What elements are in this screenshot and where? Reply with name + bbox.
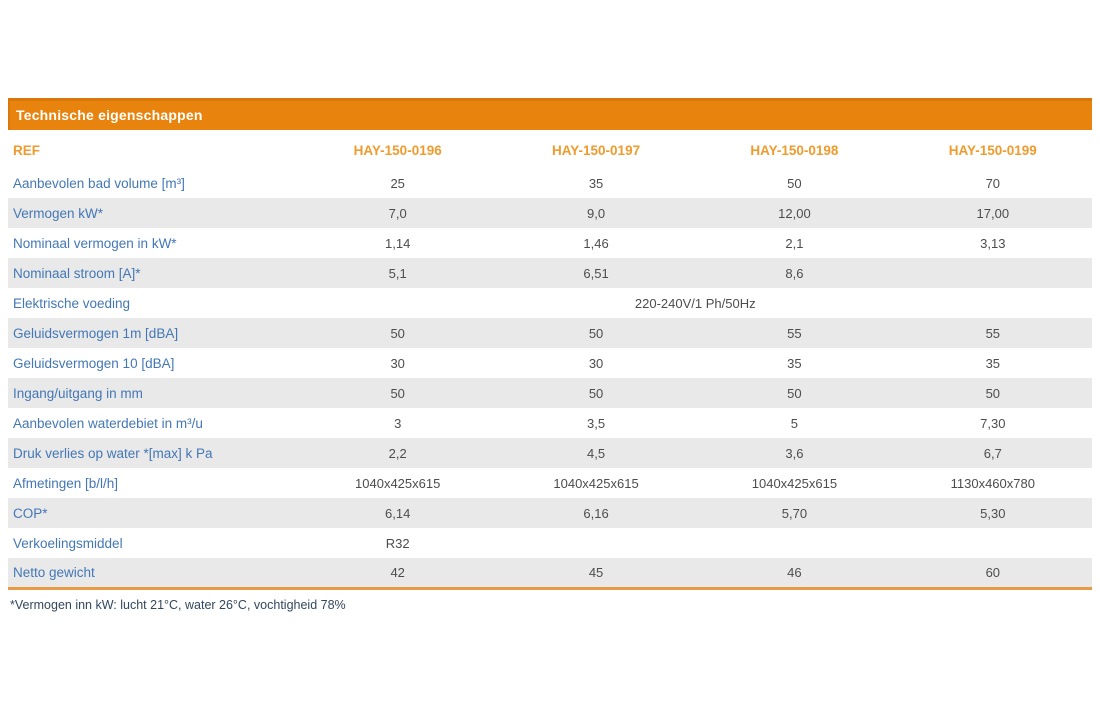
row-value: 42 [390,564,405,580]
row-value: 2,2 [388,445,407,461]
table-header-row: REF HAY-150-0196 HAY-150-0197 HAY-150-01… [8,132,1092,168]
row-value: 60 [985,564,1001,580]
row-label: Aanbevolen waterdebiet in m³/u [13,415,203,431]
row-label: COP* [13,505,48,521]
row-value: 30 [390,355,405,371]
row-value: 50 [588,385,604,401]
table-row: Nominaal stroom [A]* 5,1 6,51 8,6 [8,258,1092,288]
row-label: Nominaal stroom [A]* [13,265,141,281]
table-row: Geluidsvermogen 10 [dBA] 30 30 35 35 [8,348,1092,378]
row-value: 5,30 [980,505,1006,521]
row-value: 7,0 [388,205,407,221]
spec-table-body: Aanbevolen bad volume [m³] 25 35 50 70 Vermog… [8,168,1092,588]
row-value: 35 [787,355,802,371]
row-value: 3 [394,415,402,431]
row-value: 4,5 [587,445,606,461]
table-row: Aanbevolen bad volume [m³] 25 35 50 70 [8,168,1092,198]
row-value: 70 [985,175,1001,191]
row-value [497,528,695,558]
row-label: Afmetingen [b/l/h] [13,475,119,491]
row-label: Netto gewicht [13,564,95,580]
row-value: 6,14 [385,505,411,521]
row-value [695,528,893,558]
row-value: 9,0 [587,205,606,221]
row-value: 1040x425x615 [355,475,441,491]
product-column-header-0196: HAY-150-0196 [353,142,442,158]
row-label: Geluidsvermogen 10 [dBA] [13,355,175,371]
row-value: 50 [390,385,405,401]
row-value: 55 [787,325,802,341]
row-label: Geluidsvermogen 1m [dBA] [13,325,179,341]
table-row: Afmetingen [b/l/h] 1040x425x615 1040x425x6… [8,468,1092,498]
row-value: 50 [985,385,1001,401]
row-value: 5,1 [388,265,407,281]
row-value: 6,7 [983,445,1002,461]
spec-table-area: Technische eigenschappen REF HAY-150-019… [8,98,1092,612]
footnote: *Vermogen inn kW: lucht 21°C, water 26°C… [10,597,346,612]
row-label: Verkoelingsmiddel [13,535,123,551]
row-value: 1,14 [385,235,411,251]
row-value: 50 [787,385,802,401]
row-value: 1130x460x780 [950,475,1035,491]
row-value: 3,13 [980,235,1006,251]
row-value: 3,5 [587,415,606,431]
row-value: 1040x425x615 [553,475,639,491]
row-value: 50 [390,325,405,341]
row-value: 1,46 [583,235,609,251]
row-value: 46 [787,564,802,580]
table-row: Verkoelingsmiddel R32 [8,528,1092,558]
ref-header: REF [13,142,40,158]
product-column-header-0199: HAY-150-0199 [948,142,1037,158]
table-title: Technische eigenschappen [16,107,203,123]
row-label: Ingang/uitgang in mm [13,385,143,401]
row-value: 25 [390,175,405,191]
row-value: 12,00 [778,205,811,221]
row-value: 7,30 [980,415,1006,431]
row-value: 3,6 [785,445,804,461]
table-row: Geluidsvermogen 1m [dBA] 50 50 55 55 [8,318,1092,348]
table-row: Nominaal vermogen in kW* 1,14 1,46 2,1 3,13 [8,228,1092,258]
row-value: 55 [985,325,1001,341]
product-column-header-0198: HAY-150-0198 [750,142,839,158]
row-span-value: 220-240V/1 Ph/50Hz [634,295,756,311]
row-value: 45 [588,564,604,580]
spec-table: REF HAY-150-0196 HAY-150-0197 HAY-150-01… [8,132,1092,590]
table-row: COP* 6,14 6,16 5,70 5,30 [8,498,1092,528]
row-value: 1040x425x615 [751,475,838,491]
row-value: 6,51 [583,265,609,281]
row-value: 50 [787,175,802,191]
table-title-bar: Technische eigenschappen [8,98,1092,130]
row-label: Elektrische voeding [13,295,131,311]
row-value [894,528,1092,558]
row-label: Nominaal vermogen in kW* [13,235,177,251]
row-value: 30 [588,355,604,371]
row-value: 35 [588,175,604,191]
table-row: Ingang/uitgang in mm 50 50 50 50 [8,378,1092,408]
row-label: Aanbevolen bad volume [m³] [13,175,185,191]
row-value: R32 [385,535,410,551]
row-value: 17,00 [976,205,1010,221]
row-value: 5,70 [781,505,808,521]
row-value: 2,1 [785,235,804,251]
row-value: 6,16 [583,505,609,521]
table-row: Vermogen kW* 7,0 9,0 12,00 17,00 [8,198,1092,228]
row-label: Druk verlies op water *[max] k Pa [13,445,213,461]
table-row: Aanbevolen waterdebiet in m³/u 3 3,5 5 7,30 [8,408,1092,438]
row-value: 50 [588,325,604,341]
row-value: 8,6 [785,265,804,281]
row-value: 35 [985,355,1001,371]
row-label: Vermogen kW* [13,205,104,221]
row-value [894,258,1092,288]
table-row: Elektrische voeding 220-240V/1 Ph/50Hz [8,288,1092,318]
table-row: Druk verlies op water *[max] k Pa 2,2 4,5 3… [8,438,1092,468]
row-value: 5 [790,415,799,431]
product-column-header-0197: HAY-150-0197 [552,142,641,158]
table-row: Netto gewicht 42 45 46 60 [8,558,1092,588]
